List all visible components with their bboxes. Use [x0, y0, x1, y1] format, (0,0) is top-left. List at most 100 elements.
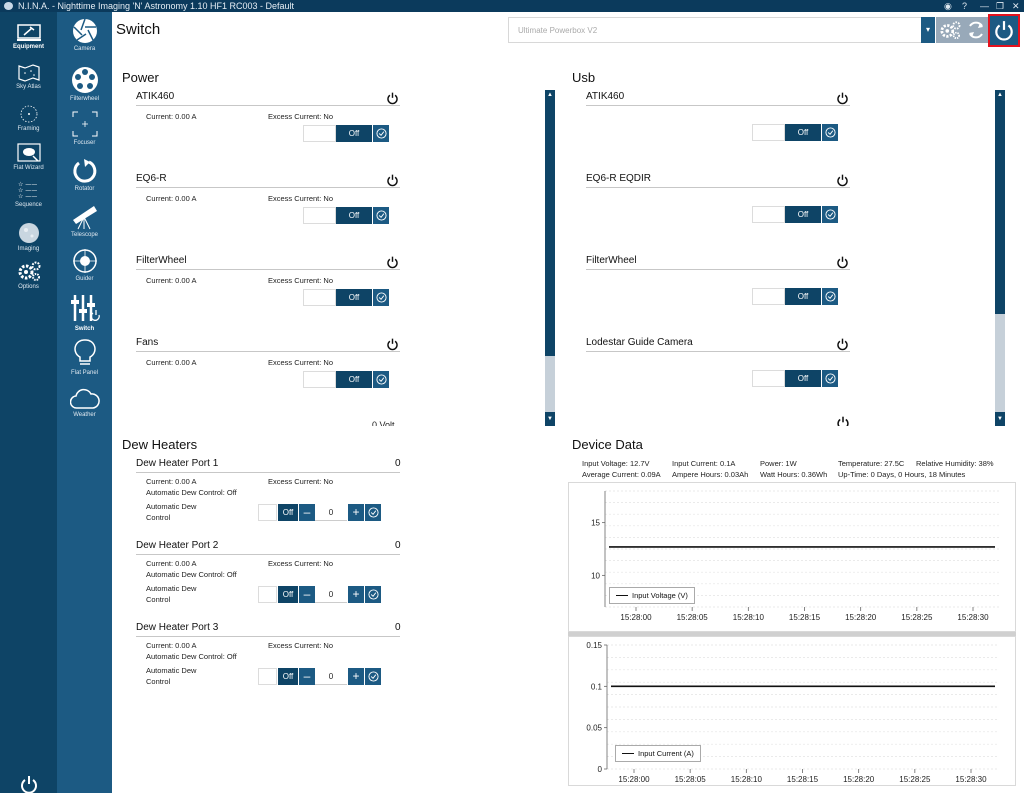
switch-off-segment[interactable]: Off: [785, 124, 821, 141]
apply-button[interactable]: [373, 207, 389, 224]
scroll-down-icon[interactable]: ▼: [997, 416, 1003, 422]
help-icon[interactable]: ?: [962, 1, 968, 11]
power-port-switch[interactable]: Off: [303, 289, 389, 306]
power-toggle-button[interactable]: [386, 174, 399, 192]
device-select[interactable]: Ultimate Powerbox V2: [508, 17, 922, 43]
auto-dew-on-segment[interactable]: [258, 586, 277, 603]
scroll-thumb[interactable]: [545, 356, 555, 412]
apply-button[interactable]: [365, 586, 381, 603]
chart-splitter[interactable]: [568, 632, 1016, 636]
usb-scrollbar[interactable]: ▲ ▼: [995, 90, 1005, 426]
auto-dew-on-segment[interactable]: [258, 668, 277, 685]
power-port-switch[interactable]: Off: [303, 371, 389, 388]
rescan-devices-button[interactable]: [962, 17, 990, 43]
usb-port-switch[interactable]: Off: [752, 206, 838, 223]
device-dropdown-button[interactable]: ▾: [921, 17, 935, 43]
dew-heater-excess: Excess Current: No: [268, 477, 334, 486]
power-port-switch[interactable]: Off: [303, 125, 389, 142]
apply-button[interactable]: [822, 206, 838, 223]
minus-icon: –: [303, 587, 311, 601]
switch-off-segment[interactable]: Off: [785, 206, 821, 223]
nav-flat-panel[interactable]: Flat Panel: [57, 338, 112, 376]
power-port-switch[interactable]: Off: [303, 207, 389, 224]
increase-button[interactable]: +: [348, 504, 364, 521]
apply-button[interactable]: [373, 371, 389, 388]
eye-icon[interactable]: ◉: [944, 1, 952, 11]
apply-button[interactable]: [373, 125, 389, 142]
nav-focuser[interactable]: Focuser: [57, 110, 112, 146]
decrease-button[interactable]: –: [299, 586, 315, 603]
dew-power-input[interactable]: 0: [315, 504, 347, 521]
device-settings-button[interactable]: [936, 17, 964, 43]
switch-off-segment[interactable]: Off: [785, 288, 821, 305]
auto-dew-off-segment[interactable]: Off: [278, 586, 298, 603]
apply-button[interactable]: [822, 370, 838, 387]
usb-toggle-button[interactable]: [836, 338, 849, 356]
scroll-thumb[interactable]: [995, 314, 1005, 412]
maximize-icon[interactable]: ❐: [996, 1, 1005, 11]
usb-port-switch[interactable]: Off: [752, 124, 838, 141]
usb-toggle-button[interactable]: [836, 256, 849, 274]
nav-rotator[interactable]: Rotator: [57, 158, 112, 192]
switch-off-segment[interactable]: Off: [336, 289, 372, 306]
nav-switch[interactable]: Switch: [57, 292, 112, 332]
increase-button[interactable]: +: [348, 668, 364, 685]
usb-toggle-button[interactable]: [836, 92, 849, 110]
nav-imaging[interactable]: Imaging: [0, 222, 57, 252]
usb-toggle-button[interactable]: [836, 174, 849, 192]
apply-button[interactable]: [822, 288, 838, 305]
connect-button[interactable]: [988, 14, 1020, 47]
apply-button[interactable]: [365, 504, 381, 521]
power-toggle-button[interactable]: [386, 92, 399, 110]
scroll-down-icon[interactable]: ▼: [547, 416, 553, 422]
switch-on-segment[interactable]: [303, 125, 336, 142]
switch-on-segment[interactable]: [752, 124, 785, 141]
power-scrollbar[interactable]: ▲ ▼: [545, 90, 555, 426]
usb-port-switch[interactable]: Off: [752, 370, 838, 387]
switch-on-segment[interactable]: [752, 370, 785, 387]
nav-sky-atlas[interactable]: Sky Atlas: [0, 64, 57, 90]
nav-telescope[interactable]: Telescope: [57, 202, 112, 238]
apply-button[interactable]: [373, 289, 389, 306]
auto-dew-off-segment[interactable]: Off: [278, 504, 298, 521]
switch-on-segment[interactable]: [752, 288, 785, 305]
nav-flat-wizard[interactable]: Flat Wizard: [0, 143, 57, 171]
telescope-icon: [72, 206, 97, 230]
power-toggle-button[interactable]: [386, 338, 399, 356]
switch-off-segment[interactable]: Off: [336, 371, 372, 388]
apply-button[interactable]: [822, 124, 838, 141]
switch-off-segment[interactable]: Off: [336, 125, 372, 142]
scroll-up-icon[interactable]: ▲: [997, 92, 1003, 98]
nav-framing[interactable]: Framing: [0, 104, 57, 132]
auto-dew-off-segment[interactable]: Off: [278, 668, 298, 685]
dew-power-input[interactable]: 0: [315, 668, 347, 685]
power-toggle-button[interactable]: [386, 256, 399, 274]
apply-button[interactable]: [365, 668, 381, 685]
nav-camera[interactable]: Camera: [57, 18, 112, 52]
switch-off-segment[interactable]: Off: [336, 207, 372, 224]
nav-equipment[interactable]: Equipment: [0, 24, 57, 50]
auto-dew-on-segment[interactable]: [258, 504, 277, 521]
decrease-button[interactable]: –: [299, 504, 315, 521]
increase-button[interactable]: +: [348, 586, 364, 603]
app-power-button[interactable]: [0, 775, 57, 797]
minus-icon: –: [303, 505, 311, 519]
dew-power-input[interactable]: 0: [315, 586, 347, 603]
dew-heater-value: 0: [395, 622, 401, 633]
switch-on-segment[interactable]: [303, 207, 336, 224]
switch-on-segment[interactable]: [303, 289, 336, 306]
scroll-up-icon[interactable]: ▲: [547, 92, 553, 98]
nav-options[interactable]: Options: [0, 260, 57, 290]
switch-off-segment[interactable]: Off: [785, 370, 821, 387]
close-icon[interactable]: ✕: [1012, 1, 1020, 11]
decrease-button[interactable]: –: [299, 668, 315, 685]
nav-guider[interactable]: Guider: [57, 248, 112, 282]
minimize-icon[interactable]: —: [980, 1, 989, 11]
nav-weather[interactable]: Weather: [57, 388, 112, 418]
x-tick-label: 15:28:30: [955, 775, 987, 784]
nav-sequence[interactable]: ☆ —— ☆ —— ☆ —— Sequence: [0, 180, 57, 208]
usb-port-switch[interactable]: Off: [752, 288, 838, 305]
switch-on-segment[interactable]: [303, 371, 336, 388]
nav-filterwheel[interactable]: Filterwheel: [57, 66, 112, 102]
switch-on-segment[interactable]: [752, 206, 785, 223]
